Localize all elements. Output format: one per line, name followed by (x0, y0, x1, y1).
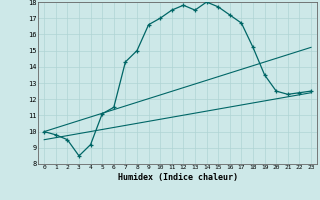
X-axis label: Humidex (Indice chaleur): Humidex (Indice chaleur) (118, 173, 238, 182)
